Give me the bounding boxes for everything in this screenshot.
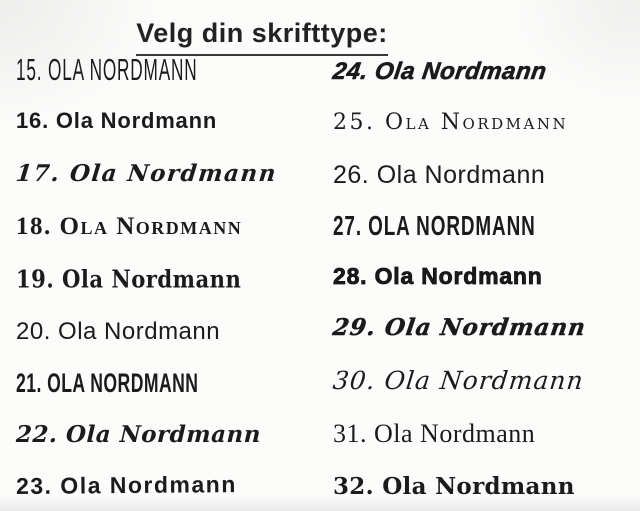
- font-option-27[interactable]: 27. Ola Nordmann: [333, 211, 536, 242]
- font-option-25[interactable]: 25. Ola Nordmann: [333, 110, 569, 136]
- font-option-18[interactable]: 18. Ola Nordmann: [16, 212, 243, 240]
- font-options-column-right: 24. Ola Nordmann 25. Ola Nordmann 26. Ol…: [315, 58, 640, 500]
- font-options-column-left: 15. Ola Nordmann 16. Ola Nordmann 17. Ol…: [0, 55, 315, 499]
- font-option-30[interactable]: 30. Ola Nordmann: [331, 365, 586, 395]
- font-option-31[interactable]: 31. Ola Nordmann: [333, 418, 536, 448]
- font-option-23[interactable]: 23. Ola Nordmann: [15, 471, 237, 499]
- font-option-22[interactable]: 22. Ola Nordmann: [15, 420, 262, 448]
- page-title: Velg din skrifttype:: [136, 18, 388, 56]
- font-option-29[interactable]: 29. Ola Nordmann: [331, 314, 588, 342]
- font-option-19[interactable]: 19. Ola Nordmann: [16, 265, 242, 294]
- font-option-20[interactable]: 20. Ola Nordmann: [16, 318, 221, 346]
- font-options-list: 15. Ola Nordmann 16. Ola Nordmann 17. Ol…: [0, 55, 640, 500]
- title-wrap: Velg din skrifttype:: [0, 18, 524, 56]
- font-option-26[interactable]: 26. Ola Nordmann: [333, 160, 546, 189]
- font-option-21[interactable]: 21. Ola Nordmann: [16, 368, 199, 399]
- font-option-15[interactable]: 15. Ola Nordmann: [16, 53, 198, 88]
- font-option-24[interactable]: 24. Ola Nordmann: [331, 58, 549, 86]
- font-option-28[interactable]: 28. Ola Nordmann: [333, 263, 543, 289]
- font-option-16[interactable]: 16. Ola Nordmann: [16, 108, 218, 134]
- font-option-17[interactable]: 17. Ola Nordmann: [14, 159, 279, 187]
- font-option-32[interactable]: 32. Ola Nordmann: [333, 473, 575, 500]
